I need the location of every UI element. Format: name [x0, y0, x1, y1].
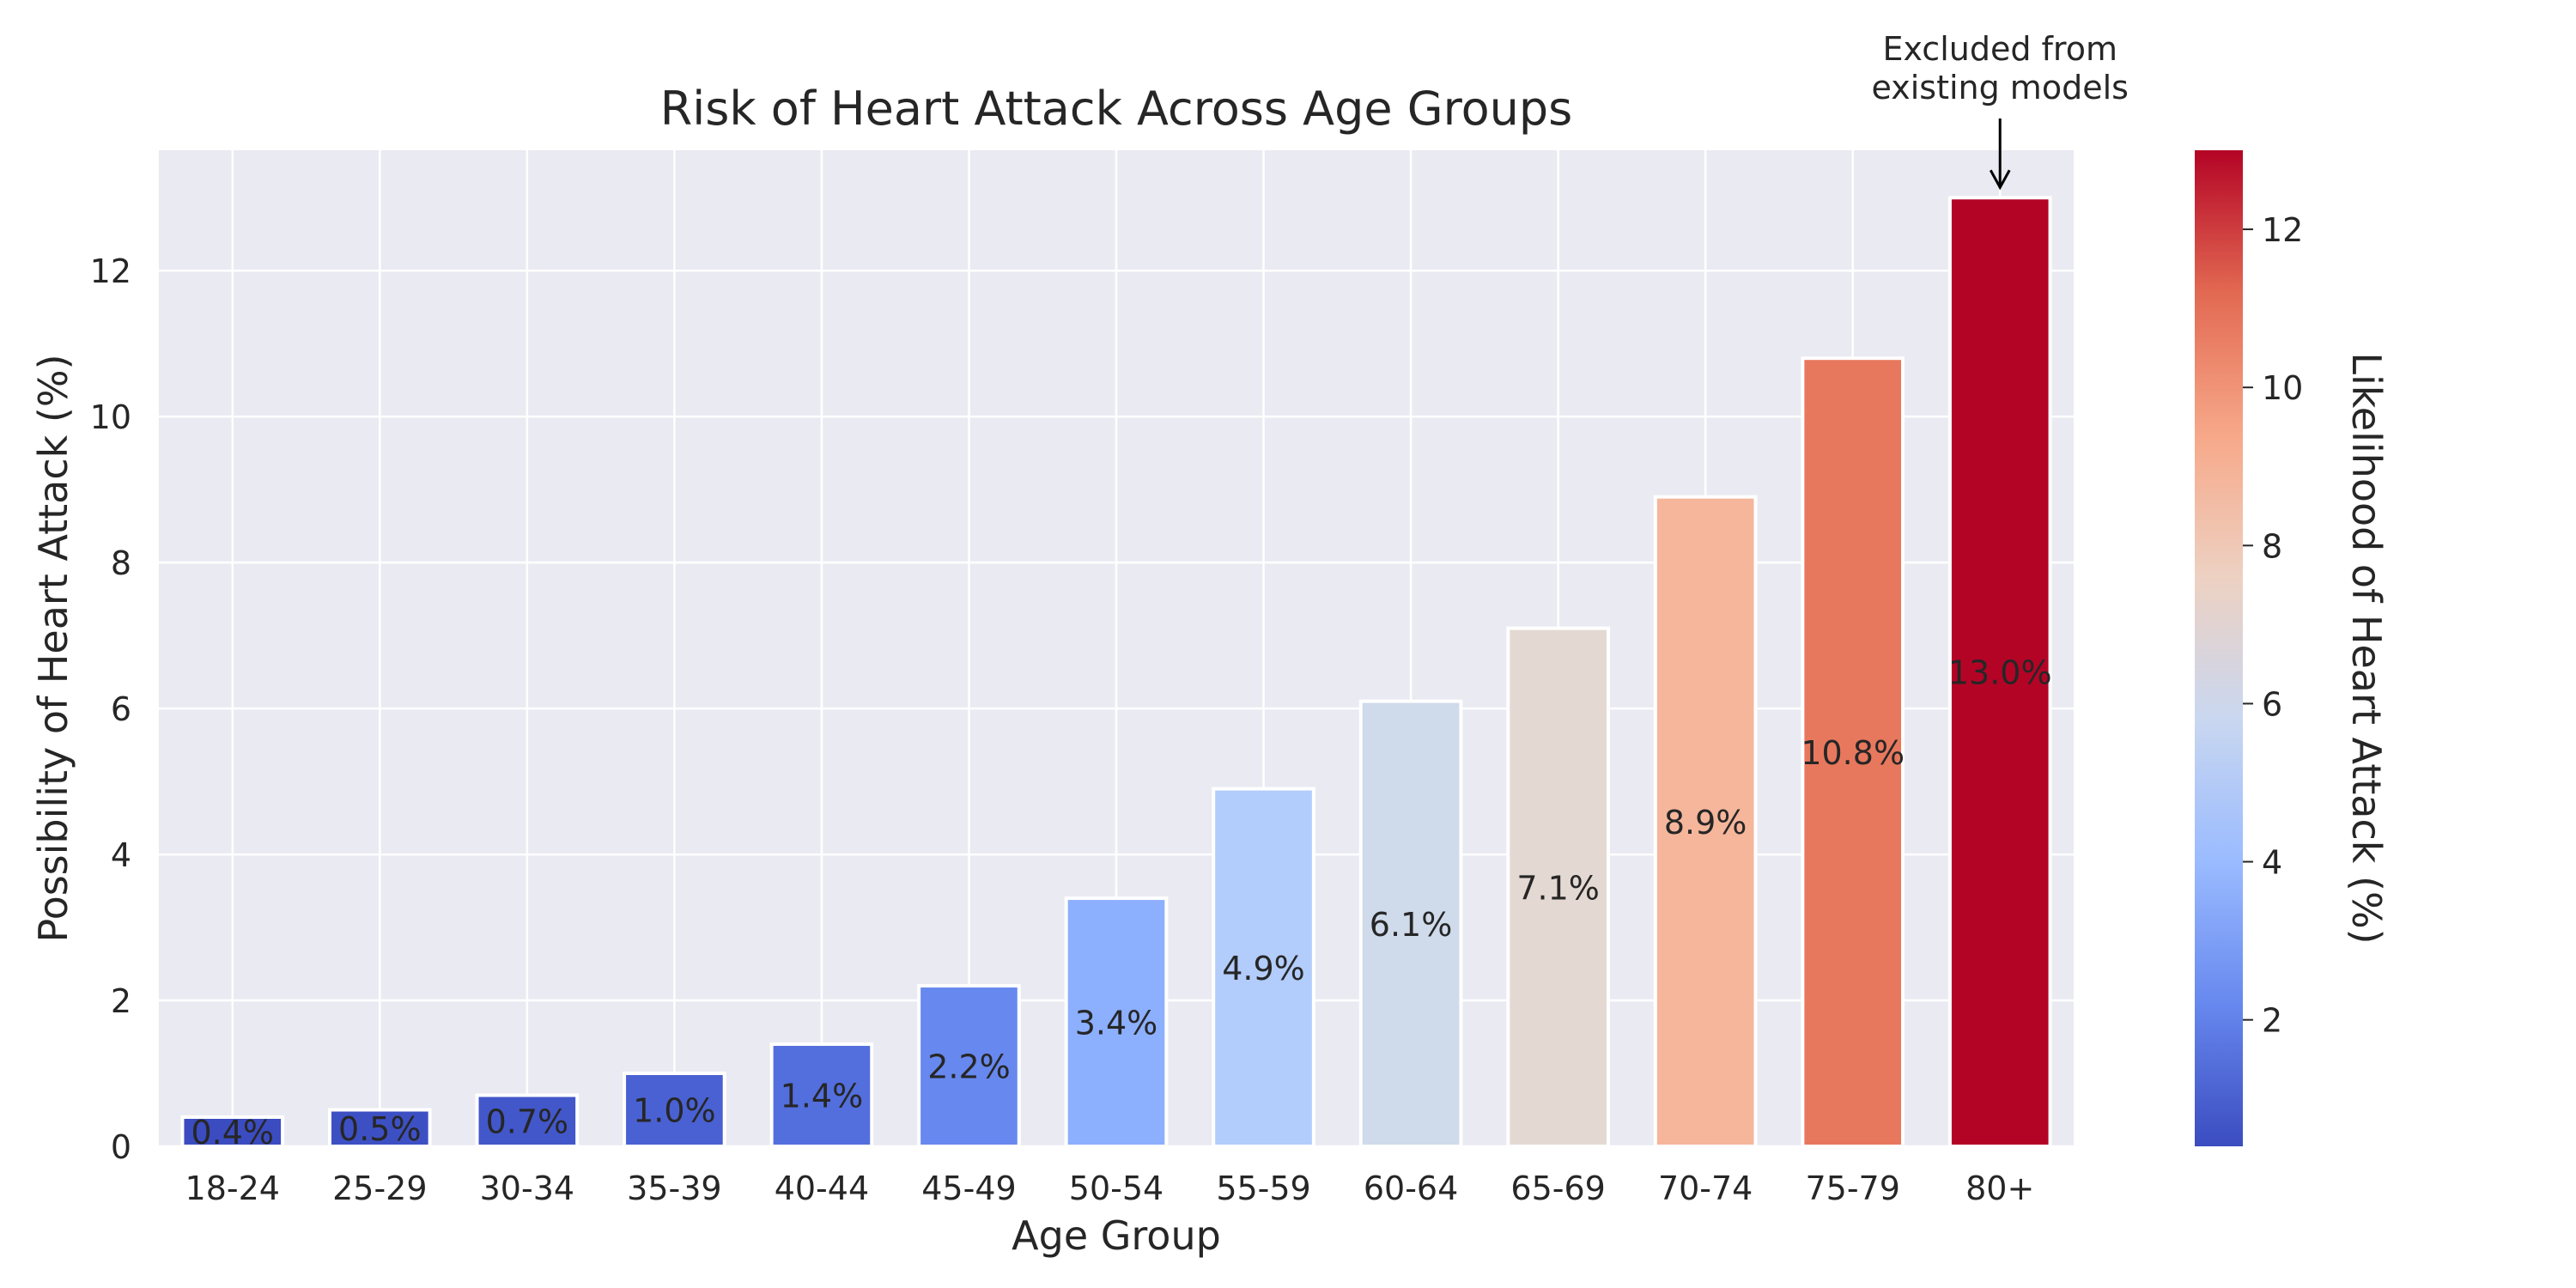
- y-tick-label: 12: [90, 252, 131, 290]
- bar-60-64: [1358, 699, 1463, 1148]
- x-tick-label: 25-29: [332, 1170, 427, 1207]
- x-tick-label: 35-39: [627, 1170, 721, 1207]
- colorbar-tick-label: 2: [2262, 1002, 2282, 1040]
- chart-title: Risk of Heart Attack Across Age Groups: [660, 82, 1573, 136]
- axes: 0 2 4 6 8 10 12 18-24 25-29 30-34 35-39 40-44 45-49 5…: [90, 252, 2035, 1207]
- colorbar-tick-label: 6: [2262, 685, 2282, 723]
- annotation-line-1: Excluded from: [1882, 30, 2117, 68]
- y-tick-label: 10: [90, 398, 131, 436]
- colorbar-label: Likelihood of Heart Attack (%): [2343, 352, 2390, 944]
- x-tick-label: 45-49: [921, 1170, 1016, 1207]
- x-tick-label: 60-64: [1364, 1170, 1458, 1207]
- x-tick-label: 40-44: [775, 1170, 869, 1207]
- bar-70-74: [1653, 495, 1758, 1148]
- bar-value-label: 0.4%: [191, 1114, 274, 1151]
- bar-18-24: [180, 1115, 285, 1148]
- bar-value-label: 4.9%: [1222, 950, 1305, 987]
- y-tick-label: 8: [111, 544, 131, 582]
- value-labels: 0.4% 0.5% 0.7% 1.0% 1.4% 2.2% 3.4% 4.9% 6.1% 7.1%…: [191, 654, 2051, 1151]
- colorbar-tick-label: 4: [2262, 844, 2282, 882]
- colorbar-tick-label: 12: [2262, 211, 2303, 249]
- bar-55-59: [1212, 787, 1315, 1148]
- annotation: Excluded from existing models: [1872, 30, 2129, 191]
- colorbar-tick-label: 10: [2262, 369, 2303, 407]
- bar-value-label: 1.0%: [633, 1092, 716, 1130]
- x-tick-label: 30-34: [480, 1170, 574, 1207]
- bar-75-79: [1801, 356, 1905, 1148]
- colorbar-gradient: [2195, 150, 2243, 1146]
- x-tick-label: 75-79: [1805, 1170, 1899, 1207]
- annotation-line-2: existing models: [1872, 69, 2129, 106]
- bar-40-44: [769, 1042, 874, 1148]
- colorbar-tick-label: 8: [2262, 527, 2282, 565]
- y-tick-label: 2: [111, 982, 131, 1020]
- y-tick-label: 4: [111, 836, 131, 874]
- bar-value-label: 6.1%: [1370, 906, 1453, 944]
- colorbar: 2 4 6 8 10 12 Likelihood of Heart Attack (%): [2195, 150, 2390, 1146]
- colorbar-ticks: 2 4 6 8 10 12: [2243, 211, 2303, 1040]
- x-tick-label: 18-24: [185, 1170, 280, 1207]
- bar-80+: [1947, 196, 2052, 1149]
- bar-value-label: 13.0%: [1948, 654, 2052, 692]
- bar-value-label: 1.4%: [781, 1078, 864, 1115]
- x-tick-label: 65-69: [1510, 1170, 1605, 1207]
- bars: [180, 196, 2052, 1149]
- bar-value-label: 0.5%: [338, 1110, 422, 1148]
- bar-value-label: 8.9%: [1664, 804, 1747, 841]
- x-tick-label: 70-74: [1658, 1170, 1753, 1207]
- bar-50-54: [1064, 896, 1169, 1148]
- bar-value-label: 10.8%: [1801, 734, 1905, 772]
- y-tick-label: 6: [111, 690, 131, 728]
- bar-45-49: [917, 984, 1021, 1148]
- bar-value-label: 0.7%: [486, 1103, 569, 1140]
- y-axis-label: Possibility of Heart Attack (%): [30, 354, 76, 942]
- bar-value-label: 3.4%: [1075, 1005, 1158, 1042]
- x-tick-label: 80+: [1965, 1170, 2034, 1207]
- bar-value-label: 2.2%: [927, 1048, 1011, 1086]
- bar-30-34: [475, 1093, 580, 1148]
- bar-65-69: [1506, 626, 1610, 1148]
- bar-value-label: 7.1%: [1516, 869, 1600, 907]
- annotation-arrowhead: [1989, 169, 2011, 191]
- bar-25-29: [327, 1108, 432, 1148]
- y-tick-label: 0: [111, 1128, 131, 1166]
- x-tick-label: 50-54: [1069, 1170, 1163, 1207]
- bar-35-39: [623, 1072, 726, 1148]
- x-tick-label: 55-59: [1216, 1170, 1310, 1207]
- x-axis-label: Age Group: [1012, 1212, 1221, 1259]
